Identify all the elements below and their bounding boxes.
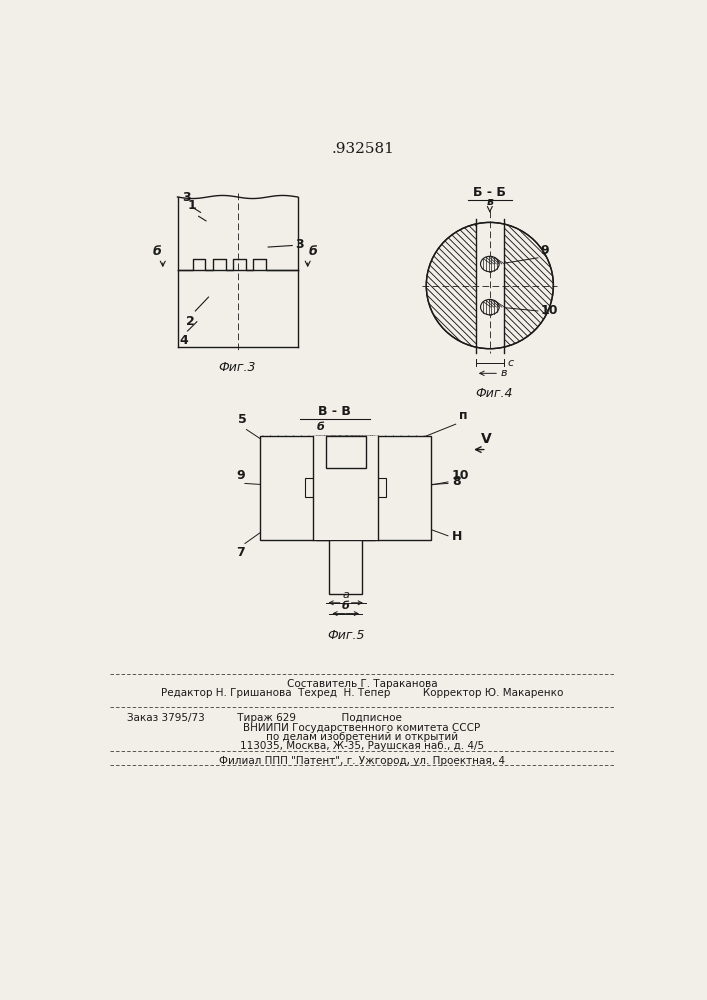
Bar: [313, 436, 378, 540]
Text: 1: 1: [187, 199, 196, 212]
Text: по делам изобретений и открытий: по делам изобретений и открытий: [266, 732, 458, 742]
Bar: [260, 436, 431, 540]
Text: 7: 7: [236, 546, 245, 559]
Text: 10: 10: [540, 304, 558, 317]
Text: Составитель Г. Тараканова: Составитель Г. Тараканова: [286, 679, 437, 689]
Text: 10: 10: [452, 469, 469, 482]
Circle shape: [426, 222, 554, 349]
Bar: [476, 219, 504, 353]
Text: Заказ 3795/73          Тираж 629              Подписное: Заказ 3795/73 Тираж 629 Подписное: [127, 713, 402, 723]
Text: Фиг.4: Фиг.4: [475, 387, 513, 400]
Text: б: б: [309, 245, 317, 258]
Text: б: б: [341, 601, 349, 611]
Text: 4: 4: [180, 334, 188, 347]
Text: Фиг.3: Фиг.3: [218, 361, 257, 374]
Text: 2: 2: [187, 315, 195, 328]
Text: Редактор Н. Гришанова  Техред  Н. Тепер          Корректор Ю. Макаренко: Редактор Н. Гришанова Техред Н. Тепер Ко…: [160, 688, 563, 698]
Text: .932581: .932581: [332, 142, 395, 156]
Text: в: в: [501, 368, 507, 378]
Text: 8: 8: [452, 475, 460, 488]
Bar: [325, 436, 366, 468]
Text: 3: 3: [296, 238, 304, 251]
Text: 9: 9: [540, 244, 549, 257]
Text: б: б: [153, 245, 162, 258]
Text: V: V: [481, 432, 492, 446]
Text: а: а: [342, 590, 349, 600]
Text: Филиал ППП "Патент", г. Ужгород, ул. Проектная, 4: Филиал ППП "Патент", г. Ужгород, ул. Про…: [219, 756, 505, 766]
Bar: [330, 436, 361, 468]
Text: c: c: [508, 358, 514, 368]
Text: Н: Н: [452, 530, 462, 543]
Text: п: п: [459, 409, 467, 422]
Text: 3: 3: [182, 191, 190, 204]
Bar: [329, 540, 362, 594]
Text: В - В: В - В: [318, 405, 351, 418]
Ellipse shape: [481, 256, 499, 272]
Text: в: в: [486, 197, 493, 207]
Bar: [316, 436, 375, 540]
Bar: [375, 478, 386, 497]
Text: Фиг.5: Фиг.5: [327, 629, 364, 642]
Text: 9: 9: [236, 469, 245, 482]
Text: 5: 5: [238, 413, 247, 426]
Ellipse shape: [481, 299, 499, 315]
Text: б: б: [317, 422, 325, 432]
Text: Б - Б: Б - Б: [474, 186, 506, 199]
Bar: [305, 478, 316, 497]
Text: 113035, Москва, Ж-35, Раушская наб., д. 4/5: 113035, Москва, Ж-35, Раушская наб., д. …: [240, 741, 484, 751]
Text: ВНИИПИ Государственного комитета СССР: ВНИИПИ Государственного комитета СССР: [243, 723, 481, 733]
